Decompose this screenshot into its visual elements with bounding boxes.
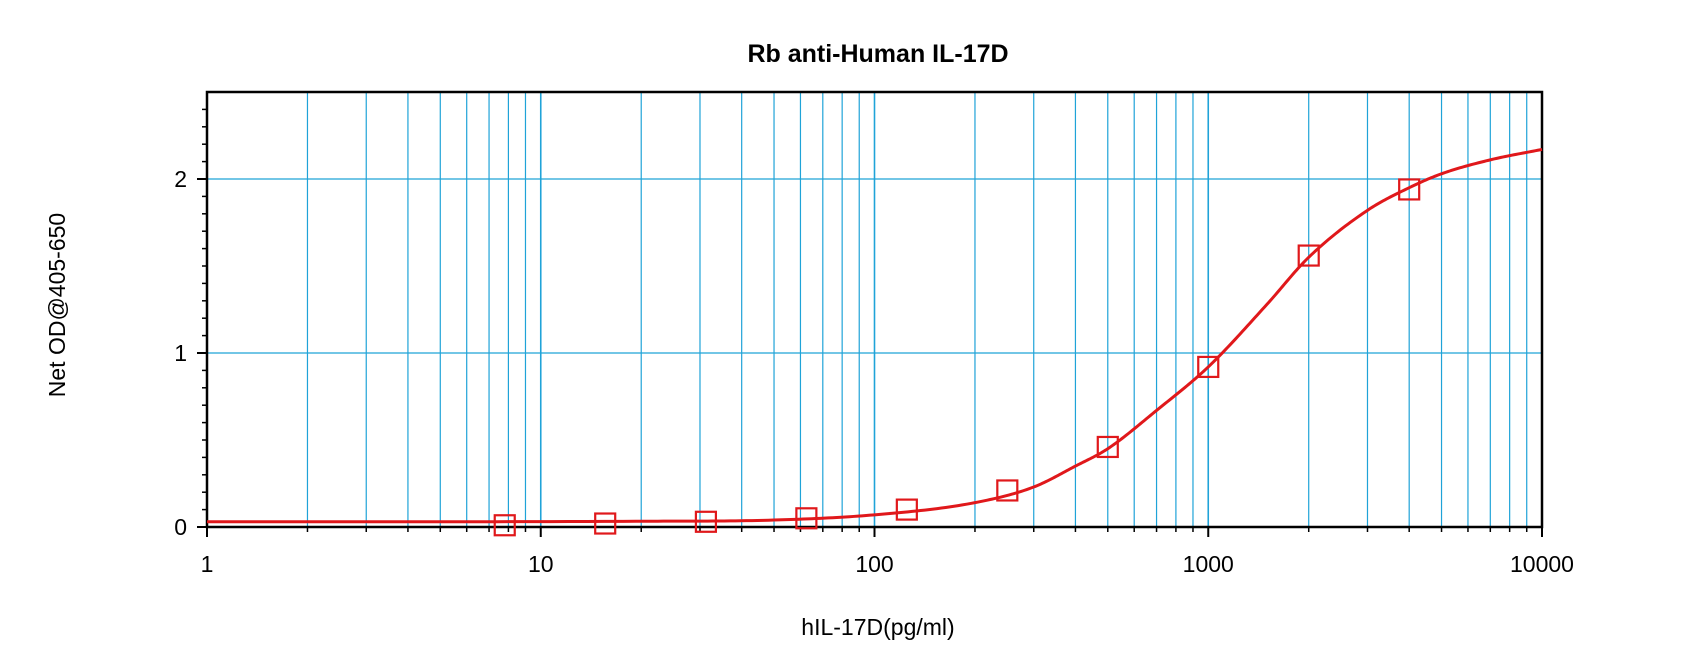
y-tick-label: 2 — [174, 166, 187, 192]
data-point — [694, 510, 718, 533]
y-axis-label: Net OD@405-650 — [44, 213, 70, 397]
data-point — [795, 507, 818, 530]
y-tick-label: 0 — [174, 514, 187, 540]
chart-title: Rb anti-Human IL-17D — [747, 40, 1008, 68]
data-point — [996, 479, 1019, 502]
axes — [197, 90, 1544, 537]
data-point — [493, 514, 516, 537]
y-tick-label: 1 — [174, 340, 187, 366]
data-point — [1398, 178, 1421, 201]
grid-lines — [207, 92, 1542, 527]
data-point — [1297, 244, 1320, 267]
data-point — [1096, 435, 1119, 459]
x-tick-label: 10000 — [1510, 551, 1574, 577]
data-points — [493, 178, 1421, 537]
x-tick-label: 100 — [855, 551, 893, 577]
x-tick-label: 1000 — [1183, 551, 1234, 577]
x-axis-label: hIL-17D(pg/ml) — [801, 614, 954, 640]
x-tick-label: 10 — [528, 551, 554, 577]
data-point — [1197, 355, 1220, 379]
x-tick-label: 1 — [201, 551, 214, 577]
data-point — [594, 512, 617, 535]
data-point — [895, 498, 918, 521]
